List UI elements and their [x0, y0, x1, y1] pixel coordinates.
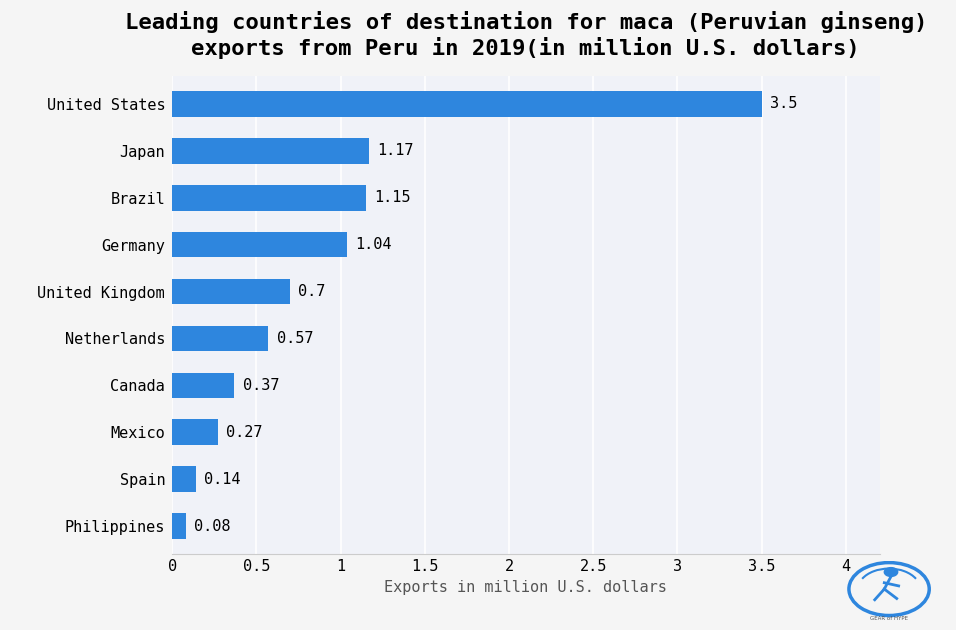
Text: 1.17: 1.17 [378, 143, 414, 158]
Text: 0.27: 0.27 [226, 425, 263, 440]
Bar [172, 326, 268, 352]
Bar [172, 91, 762, 117]
Bar [172, 420, 218, 445]
Bar [172, 232, 347, 258]
Text: 3.5: 3.5 [770, 96, 797, 112]
Text: 1.15: 1.15 [374, 190, 411, 205]
Text: 1.04: 1.04 [356, 237, 392, 252]
Bar [172, 185, 366, 210]
Circle shape [884, 568, 898, 576]
Text: 0.57: 0.57 [276, 331, 313, 346]
Bar [172, 372, 234, 398]
X-axis label: Exports in million U.S. dollars: Exports in million U.S. dollars [384, 580, 667, 595]
Text: 0.08: 0.08 [194, 518, 230, 534]
Text: 0.14: 0.14 [204, 472, 241, 487]
Title: Leading countries of destination for maca (Peruvian ginseng)
exports from Peru i: Leading countries of destination for mac… [124, 11, 927, 59]
Bar [172, 466, 196, 492]
Text: 0.7: 0.7 [298, 284, 326, 299]
Text: 0.37: 0.37 [243, 378, 279, 393]
Text: GEAR of HYPE: GEAR of HYPE [870, 616, 908, 621]
Bar [172, 513, 185, 539]
Bar [172, 138, 369, 164]
Bar [172, 278, 290, 304]
